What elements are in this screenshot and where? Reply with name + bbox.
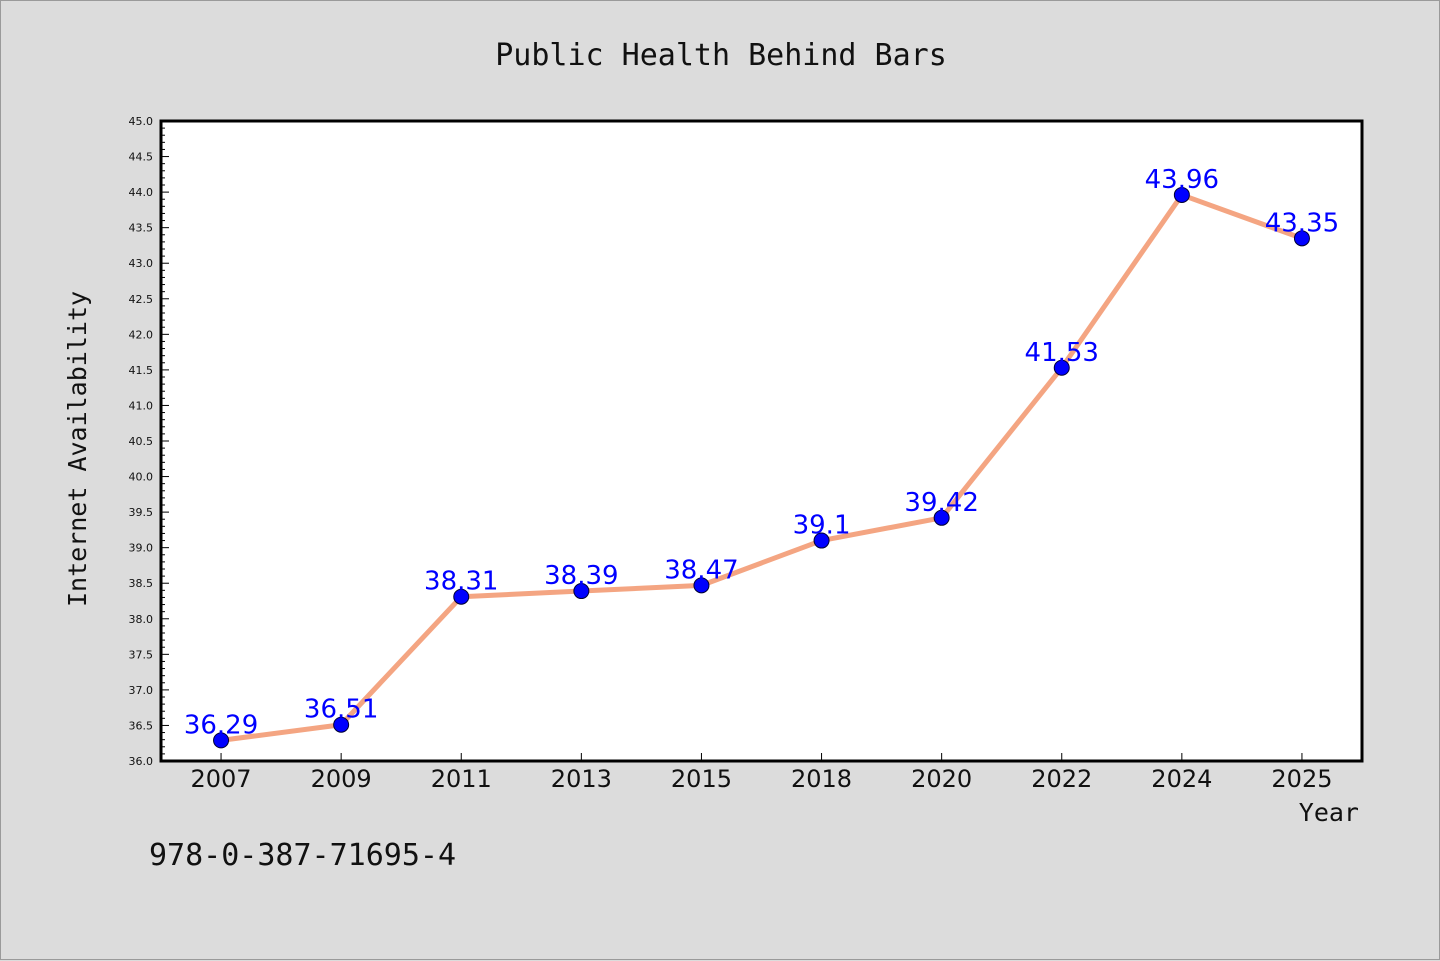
y-tick-label: 39.5 bbox=[129, 506, 154, 519]
data-point-marker bbox=[1173, 186, 1190, 203]
y-tick-label: 38.0 bbox=[129, 613, 154, 626]
x-tick-label: 2020 bbox=[911, 765, 972, 793]
y-tick-label: 38.5 bbox=[129, 577, 154, 590]
data-point-marker bbox=[813, 532, 830, 549]
data-label: 38.47 bbox=[664, 555, 738, 585]
y-tick-label: 37.0 bbox=[129, 684, 154, 697]
y-tick-label: 45.0 bbox=[129, 115, 154, 128]
y-tick-label: 41.0 bbox=[129, 399, 154, 412]
plot-area bbox=[159, 119, 1364, 763]
x-axis: 2007 2009 2011 2013 2015 2018 2020 2022 2024 2025 bbox=[191, 753, 1332, 793]
series-line bbox=[220, 192, 1303, 743]
x-tick-label: 2018 bbox=[791, 765, 852, 793]
data-label: 36.29 bbox=[184, 710, 258, 740]
data-point-marker bbox=[573, 583, 590, 600]
x-tick-label: 2022 bbox=[1031, 765, 1092, 793]
data-point-marker bbox=[453, 588, 470, 605]
data-point-marker bbox=[1293, 230, 1310, 247]
data-point-marker bbox=[693, 577, 710, 594]
x-tick-label: 2025 bbox=[1271, 765, 1332, 793]
y-tick-label: 40.5 bbox=[129, 435, 154, 448]
data-label: 36.51 bbox=[304, 695, 378, 725]
y-tick-label: 36.0 bbox=[129, 755, 154, 768]
y-tick-label: 43.0 bbox=[129, 257, 154, 270]
y-tick-label: 39.0 bbox=[129, 542, 154, 555]
data-point-marker bbox=[333, 716, 350, 733]
data-label: 39.1 bbox=[793, 511, 851, 541]
chart-title: Public Health Behind Bars bbox=[495, 38, 947, 73]
data-label: 43.96 bbox=[1145, 165, 1219, 195]
x-tick-label: 2011 bbox=[431, 765, 492, 793]
y-tick-label: 43.5 bbox=[129, 222, 154, 235]
y-tick-label: 40.0 bbox=[129, 471, 154, 484]
isbn-label: 978-0-387-71695-4 bbox=[149, 838, 456, 873]
y-tick-label: 36.5 bbox=[129, 719, 154, 732]
y-tick-label: 42.0 bbox=[129, 328, 154, 341]
data-point-marker bbox=[1053, 359, 1070, 376]
y-tick-label: 42.5 bbox=[129, 293, 154, 306]
data-label: 39.42 bbox=[904, 488, 978, 518]
series-layer: 36.29 36.51 38.31 38.39 38.47 39.1 39.42 41.53 4… bbox=[184, 165, 1339, 749]
x-tick-label: 2007 bbox=[191, 765, 252, 793]
x-axis-label: Year bbox=[1299, 798, 1359, 827]
data-point-marker bbox=[213, 732, 230, 749]
x-tick-label: 2009 bbox=[311, 765, 372, 793]
data-label: 38.39 bbox=[544, 561, 618, 591]
data-point-marker bbox=[933, 509, 950, 526]
x-tick-label: 2024 bbox=[1151, 765, 1212, 793]
y-axis: 36.0 36.5 37.0 37.5 38.0 38.5 39.0 39.5 40.0 40.5… bbox=[129, 115, 169, 768]
y-tick-label: 44.0 bbox=[129, 186, 154, 199]
data-label: 38.31 bbox=[424, 567, 498, 597]
y-tick-label: 44.5 bbox=[129, 151, 154, 164]
data-label: 43.35 bbox=[1265, 208, 1339, 238]
y-axis-label: Internet Availability bbox=[63, 291, 92, 607]
x-tick-label: 2015 bbox=[671, 765, 732, 793]
y-tick-label: 37.5 bbox=[129, 648, 154, 661]
y-tick-label: 41.5 bbox=[129, 364, 154, 377]
x-tick-label: 2013 bbox=[551, 765, 612, 793]
data-label: 41.53 bbox=[1025, 338, 1099, 368]
